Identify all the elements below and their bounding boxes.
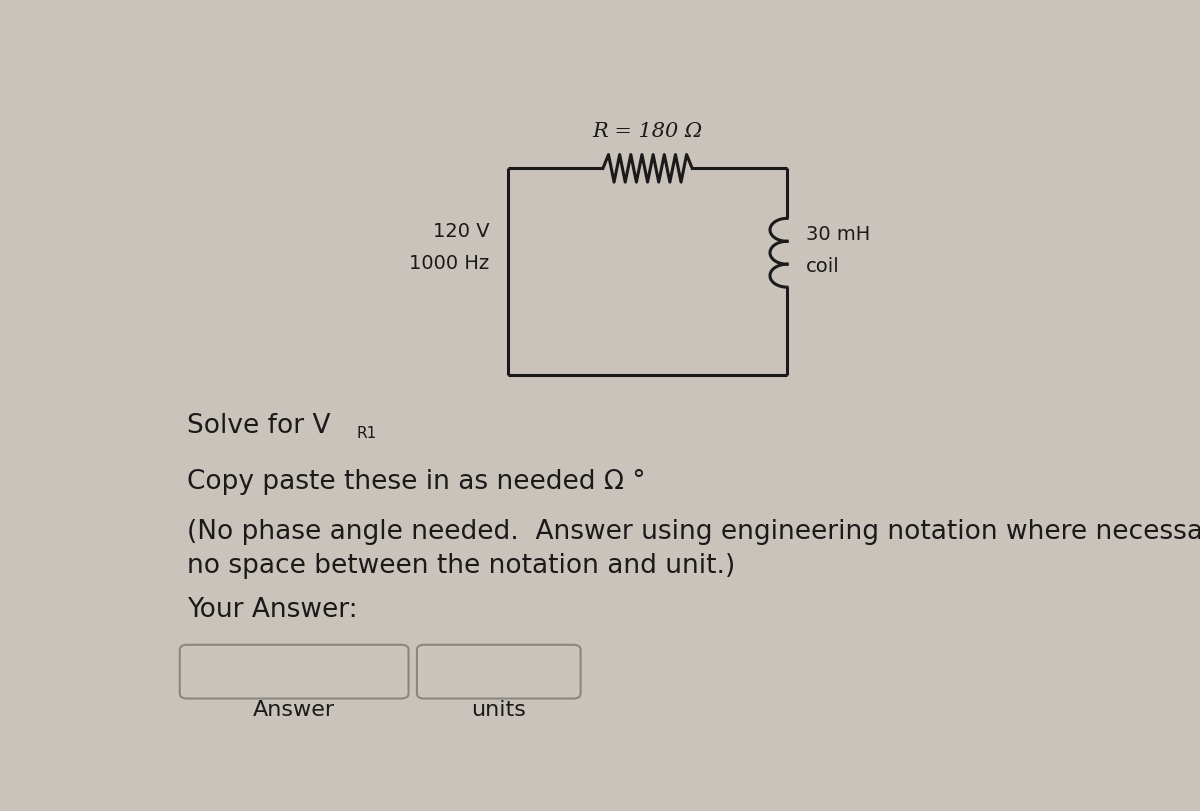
Text: units: units	[472, 699, 526, 719]
Text: Copy paste these in as needed Ω °: Copy paste these in as needed Ω °	[187, 469, 646, 495]
Text: Answer: Answer	[253, 699, 335, 719]
FancyBboxPatch shape	[180, 645, 408, 699]
FancyBboxPatch shape	[416, 645, 581, 699]
Text: 1000 Hz: 1000 Hz	[409, 253, 490, 272]
Text: R1: R1	[356, 425, 377, 440]
Text: Solve for V: Solve for V	[187, 412, 331, 438]
Text: Your Answer:: Your Answer:	[187, 596, 358, 622]
Text: no space between the notation and unit.): no space between the notation and unit.)	[187, 552, 736, 579]
Text: 120 V: 120 V	[433, 222, 490, 241]
Text: (No phase angle needed.  Answer using engineering notation where necessary with: (No phase angle needed. Answer using eng…	[187, 518, 1200, 544]
Text: coil: coil	[805, 256, 840, 276]
Text: 30 mH: 30 mH	[805, 225, 870, 244]
Text: R = 180 Ω: R = 180 Ω	[593, 122, 703, 141]
